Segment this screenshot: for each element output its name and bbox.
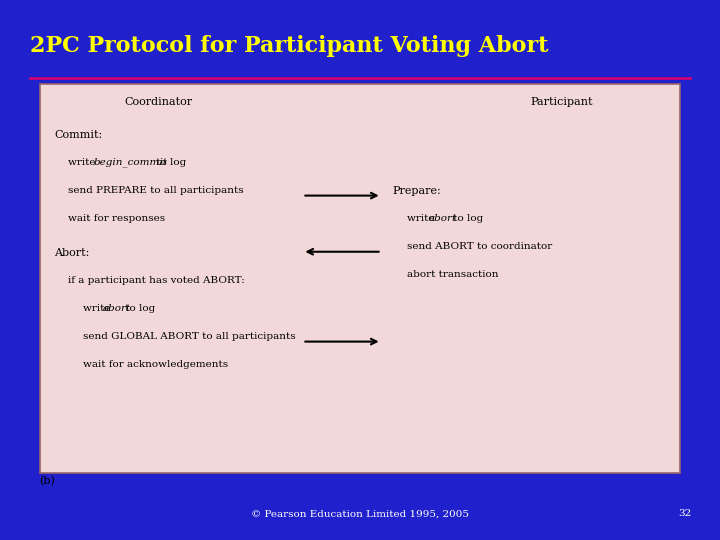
Text: (b): (b)	[40, 476, 55, 487]
Text: send ABORT to coordinator: send ABORT to coordinator	[407, 242, 552, 251]
Text: 2PC Protocol for Participant Voting Abort: 2PC Protocol for Participant Voting Abor…	[30, 35, 549, 57]
Text: Prepare:: Prepare:	[392, 186, 441, 196]
Text: Commit:: Commit:	[54, 130, 102, 140]
Text: begin_commit: begin_commit	[94, 158, 168, 167]
Text: 32: 32	[678, 509, 691, 518]
Text: wait for acknowledgements: wait for acknowledgements	[83, 360, 228, 369]
Text: abort: abort	[103, 303, 131, 313]
Text: abort transaction: abort transaction	[407, 270, 498, 279]
Text: Participant: Participant	[531, 97, 593, 107]
Text: wait for responses: wait for responses	[68, 214, 166, 223]
Text: send GLOBAL ABORT to all participants: send GLOBAL ABORT to all participants	[83, 332, 295, 341]
Text: © Pearson Education Limited 1995, 2005: © Pearson Education Limited 1995, 2005	[251, 509, 469, 518]
Text: Abort:: Abort:	[54, 247, 89, 258]
Text: to log: to log	[450, 214, 483, 223]
Text: send PREPARE to all participants: send PREPARE to all participants	[68, 186, 244, 195]
Text: write: write	[68, 158, 99, 167]
Text: to log: to log	[122, 303, 156, 313]
Text: abort: abort	[428, 214, 456, 223]
Bar	[40, 84, 680, 472]
Text: write: write	[83, 303, 114, 313]
Text: if a participant has voted ABORT:: if a participant has voted ABORT:	[68, 275, 245, 285]
Text: to log: to log	[153, 158, 186, 167]
Text: write: write	[407, 214, 438, 223]
Text: Coordinator: Coordinator	[125, 97, 192, 107]
